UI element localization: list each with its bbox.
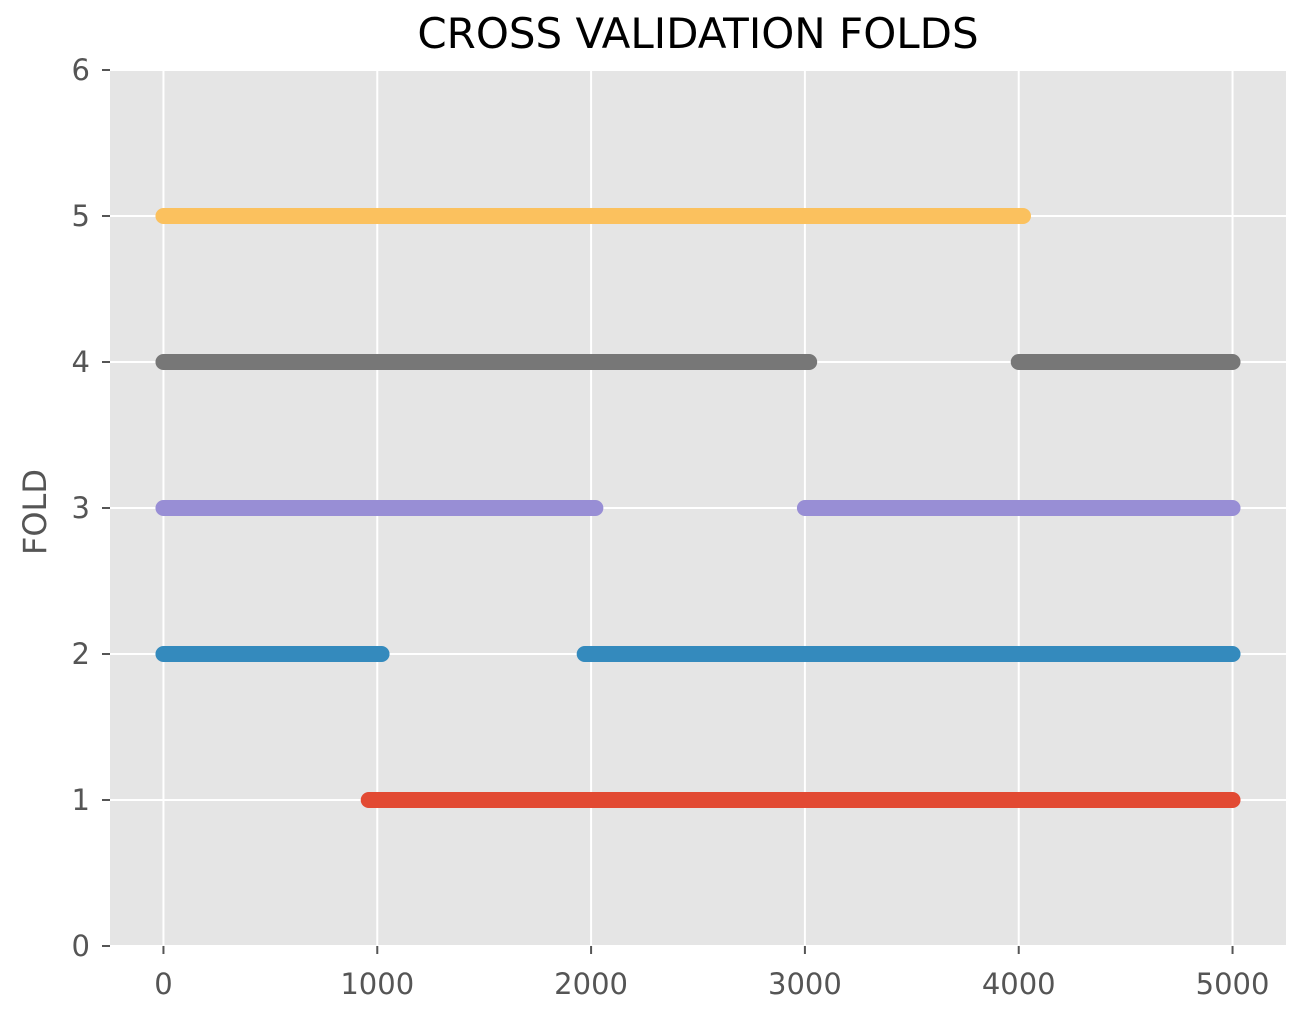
x-tick-label-5: 5000 bbox=[1196, 967, 1270, 1001]
ticks-group: 0 1000 2000 3000 4000 5000 0 1 2 3 4 5 6 bbox=[72, 53, 1270, 1001]
x-tick-label-0: 0 bbox=[154, 967, 172, 1001]
y-tick-label-0: 0 bbox=[72, 929, 90, 963]
x-tick-label-4: 4000 bbox=[982, 967, 1056, 1001]
y-tick-label-6: 6 bbox=[72, 53, 90, 87]
series-group bbox=[155, 208, 1241, 808]
x-tick-label-1: 1000 bbox=[340, 967, 414, 1001]
y-tick-label-3: 3 bbox=[72, 491, 90, 525]
x-tick-label-3: 3000 bbox=[768, 967, 842, 1001]
y-tick-label-4: 4 bbox=[72, 345, 90, 379]
chart-title: CROSS VALIDATION FOLDS bbox=[417, 9, 978, 58]
y-tick-label-2: 2 bbox=[72, 637, 90, 671]
x-tick-label-2: 2000 bbox=[554, 967, 628, 1001]
y-axis-label: FOLD bbox=[16, 469, 54, 555]
y-tick-label-5: 5 bbox=[72, 199, 90, 233]
y-tick-label-1: 1 bbox=[72, 783, 90, 817]
